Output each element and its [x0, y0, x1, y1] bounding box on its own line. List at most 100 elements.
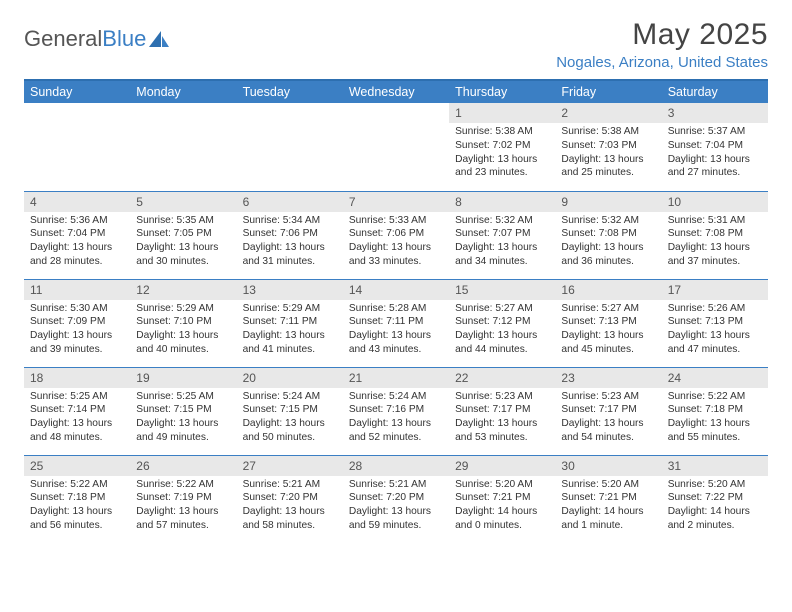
calendar-cell: 25Sunrise: 5:22 AMSunset: 7:18 PMDayligh… — [24, 455, 130, 543]
sunrise-text: Sunrise: 5:22 AM — [30, 478, 124, 492]
day-number — [24, 103, 130, 123]
sunrise-text: Sunrise: 5:38 AM — [561, 125, 655, 139]
day-number: 23 — [555, 368, 661, 388]
sunset-text: Sunset: 7:07 PM — [455, 227, 549, 241]
calendar-cell: 11Sunrise: 5:30 AMSunset: 7:09 PMDayligh… — [24, 279, 130, 367]
calendar-cell: 1Sunrise: 5:38 AMSunset: 7:02 PMDaylight… — [449, 103, 555, 191]
calendar-cell: 8Sunrise: 5:32 AMSunset: 7:07 PMDaylight… — [449, 191, 555, 279]
calendar-cell: 24Sunrise: 5:22 AMSunset: 7:18 PMDayligh… — [662, 367, 768, 455]
calendar-cell — [24, 103, 130, 191]
daylight-text: Daylight: 13 hours and 28 minutes. — [30, 241, 124, 269]
sunrise-text: Sunrise: 5:20 AM — [668, 478, 762, 492]
day-number: 21 — [343, 368, 449, 388]
calendar-cell: 15Sunrise: 5:27 AMSunset: 7:12 PMDayligh… — [449, 279, 555, 367]
calendar-cell — [237, 103, 343, 191]
sunrise-text: Sunrise: 5:21 AM — [243, 478, 337, 492]
sunset-text: Sunset: 7:08 PM — [668, 227, 762, 241]
daylight-text: Daylight: 13 hours and 39 minutes. — [30, 329, 124, 357]
calendar-cell: 3Sunrise: 5:37 AMSunset: 7:04 PMDaylight… — [662, 103, 768, 191]
day-number: 27 — [237, 456, 343, 476]
logo-sail-icon — [148, 30, 170, 48]
day-number: 4 — [24, 192, 130, 212]
sunset-text: Sunset: 7:12 PM — [455, 315, 549, 329]
calendar-cell: 22Sunrise: 5:23 AMSunset: 7:17 PMDayligh… — [449, 367, 555, 455]
sunrise-text: Sunrise: 5:28 AM — [349, 302, 443, 316]
sunrise-text: Sunrise: 5:32 AM — [455, 214, 549, 228]
sunrise-text: Sunrise: 5:36 AM — [30, 214, 124, 228]
daylight-text: Daylight: 13 hours and 53 minutes. — [455, 417, 549, 445]
sunset-text: Sunset: 7:11 PM — [349, 315, 443, 329]
page-header: GeneralBlue May 2025 Nogales, Arizona, U… — [24, 18, 768, 77]
sunset-text: Sunset: 7:03 PM — [561, 139, 655, 153]
calendar-week-row: 25Sunrise: 5:22 AMSunset: 7:18 PMDayligh… — [24, 455, 768, 543]
sunrise-text: Sunrise: 5:27 AM — [561, 302, 655, 316]
daylight-text: Daylight: 13 hours and 33 minutes. — [349, 241, 443, 269]
sunrise-text: Sunrise: 5:29 AM — [243, 302, 337, 316]
day-header: Wednesday — [343, 80, 449, 103]
sunset-text: Sunset: 7:04 PM — [30, 227, 124, 241]
day-number: 22 — [449, 368, 555, 388]
day-number: 3 — [662, 103, 768, 123]
day-number: 15 — [449, 280, 555, 300]
sunrise-text: Sunrise: 5:22 AM — [136, 478, 230, 492]
day-header: Monday — [130, 80, 236, 103]
day-number: 28 — [343, 456, 449, 476]
day-header: Thursday — [449, 80, 555, 103]
daylight-text: Daylight: 13 hours and 27 minutes. — [668, 153, 762, 181]
day-number: 19 — [130, 368, 236, 388]
sunset-text: Sunset: 7:09 PM — [30, 315, 124, 329]
logo-text-b: Blue — [102, 26, 146, 52]
daylight-text: Daylight: 13 hours and 47 minutes. — [668, 329, 762, 357]
sunset-text: Sunset: 7:19 PM — [136, 491, 230, 505]
day-number: 30 — [555, 456, 661, 476]
calendar-cell: 23Sunrise: 5:23 AMSunset: 7:17 PMDayligh… — [555, 367, 661, 455]
day-number: 8 — [449, 192, 555, 212]
day-number: 2 — [555, 103, 661, 123]
sunrise-text: Sunrise: 5:20 AM — [455, 478, 549, 492]
daylight-text: Daylight: 13 hours and 58 minutes. — [243, 505, 337, 533]
daylight-text: Daylight: 13 hours and 54 minutes. — [561, 417, 655, 445]
day-number — [237, 103, 343, 123]
calendar-week-row: 18Sunrise: 5:25 AMSunset: 7:14 PMDayligh… — [24, 367, 768, 455]
calendar-cell: 13Sunrise: 5:29 AMSunset: 7:11 PMDayligh… — [237, 279, 343, 367]
sunset-text: Sunset: 7:06 PM — [243, 227, 337, 241]
day-header: Sunday — [24, 80, 130, 103]
day-number: 9 — [555, 192, 661, 212]
calendar-cell: 19Sunrise: 5:25 AMSunset: 7:15 PMDayligh… — [130, 367, 236, 455]
calendar-cell: 27 Sunrise: 5:21 AMSunset: 7:20 PMDayligh… — [237, 455, 343, 543]
sunset-text: Sunset: 7:10 PM — [136, 315, 230, 329]
calendar-cell — [343, 103, 449, 191]
sunset-text: Sunset: 7:06 PM — [349, 227, 443, 241]
calendar-cell: 20Sunrise: 5:24 AMSunset: 7:15 PMDayligh… — [237, 367, 343, 455]
sunset-text: Sunset: 7:20 PM — [243, 491, 337, 505]
calendar-cell: 18Sunrise: 5:25 AMSunset: 7:14 PMDayligh… — [24, 367, 130, 455]
calendar-cell: 7Sunrise: 5:33 AMSunset: 7:06 PMDaylight… — [343, 191, 449, 279]
calendar-cell: 30Sunrise: 5:20 AMSunset: 7:21 PMDayligh… — [555, 455, 661, 543]
daylight-text: Daylight: 13 hours and 56 minutes. — [30, 505, 124, 533]
daylight-text: Daylight: 13 hours and 55 minutes. — [668, 417, 762, 445]
sunrise-text: Sunrise: 5:24 AM — [243, 390, 337, 404]
day-number: 24 — [662, 368, 768, 388]
title-block: May 2025 Nogales, Arizona, United States — [556, 18, 768, 77]
calendar-cell: 9Sunrise: 5:32 AMSunset: 7:08 PMDaylight… — [555, 191, 661, 279]
daylight-text: Daylight: 13 hours and 37 minutes. — [668, 241, 762, 269]
day-number — [343, 103, 449, 123]
daylight-text: Daylight: 13 hours and 23 minutes. — [455, 153, 549, 181]
sunset-text: Sunset: 7:17 PM — [561, 403, 655, 417]
calendar-week-row: 11Sunrise: 5:30 AMSunset: 7:09 PMDayligh… — [24, 279, 768, 367]
day-number: 14 — [343, 280, 449, 300]
day-number: 25 — [24, 456, 130, 476]
sunrise-text: Sunrise: 5:38 AM — [455, 125, 549, 139]
day-number: 20 — [237, 368, 343, 388]
day-number: 26 — [130, 456, 236, 476]
daylight-text: Daylight: 13 hours and 49 minutes. — [136, 417, 230, 445]
sunset-text: Sunset: 7:22 PM — [668, 491, 762, 505]
calendar-body: 1Sunrise: 5:38 AMSunset: 7:02 PMDaylight… — [24, 103, 768, 543]
logo: GeneralBlue — [24, 18, 170, 52]
daylight-text: Daylight: 13 hours and 48 minutes. — [30, 417, 124, 445]
calendar-cell: 10Sunrise: 5:31 AMSunset: 7:08 PMDayligh… — [662, 191, 768, 279]
daylight-text: Daylight: 13 hours and 43 minutes. — [349, 329, 443, 357]
daylight-text: Daylight: 13 hours and 45 minutes. — [561, 329, 655, 357]
calendar-cell: 29Sunrise: 5:20 AMSunset: 7:21 PMDayligh… — [449, 455, 555, 543]
sunset-text: Sunset: 7:13 PM — [561, 315, 655, 329]
